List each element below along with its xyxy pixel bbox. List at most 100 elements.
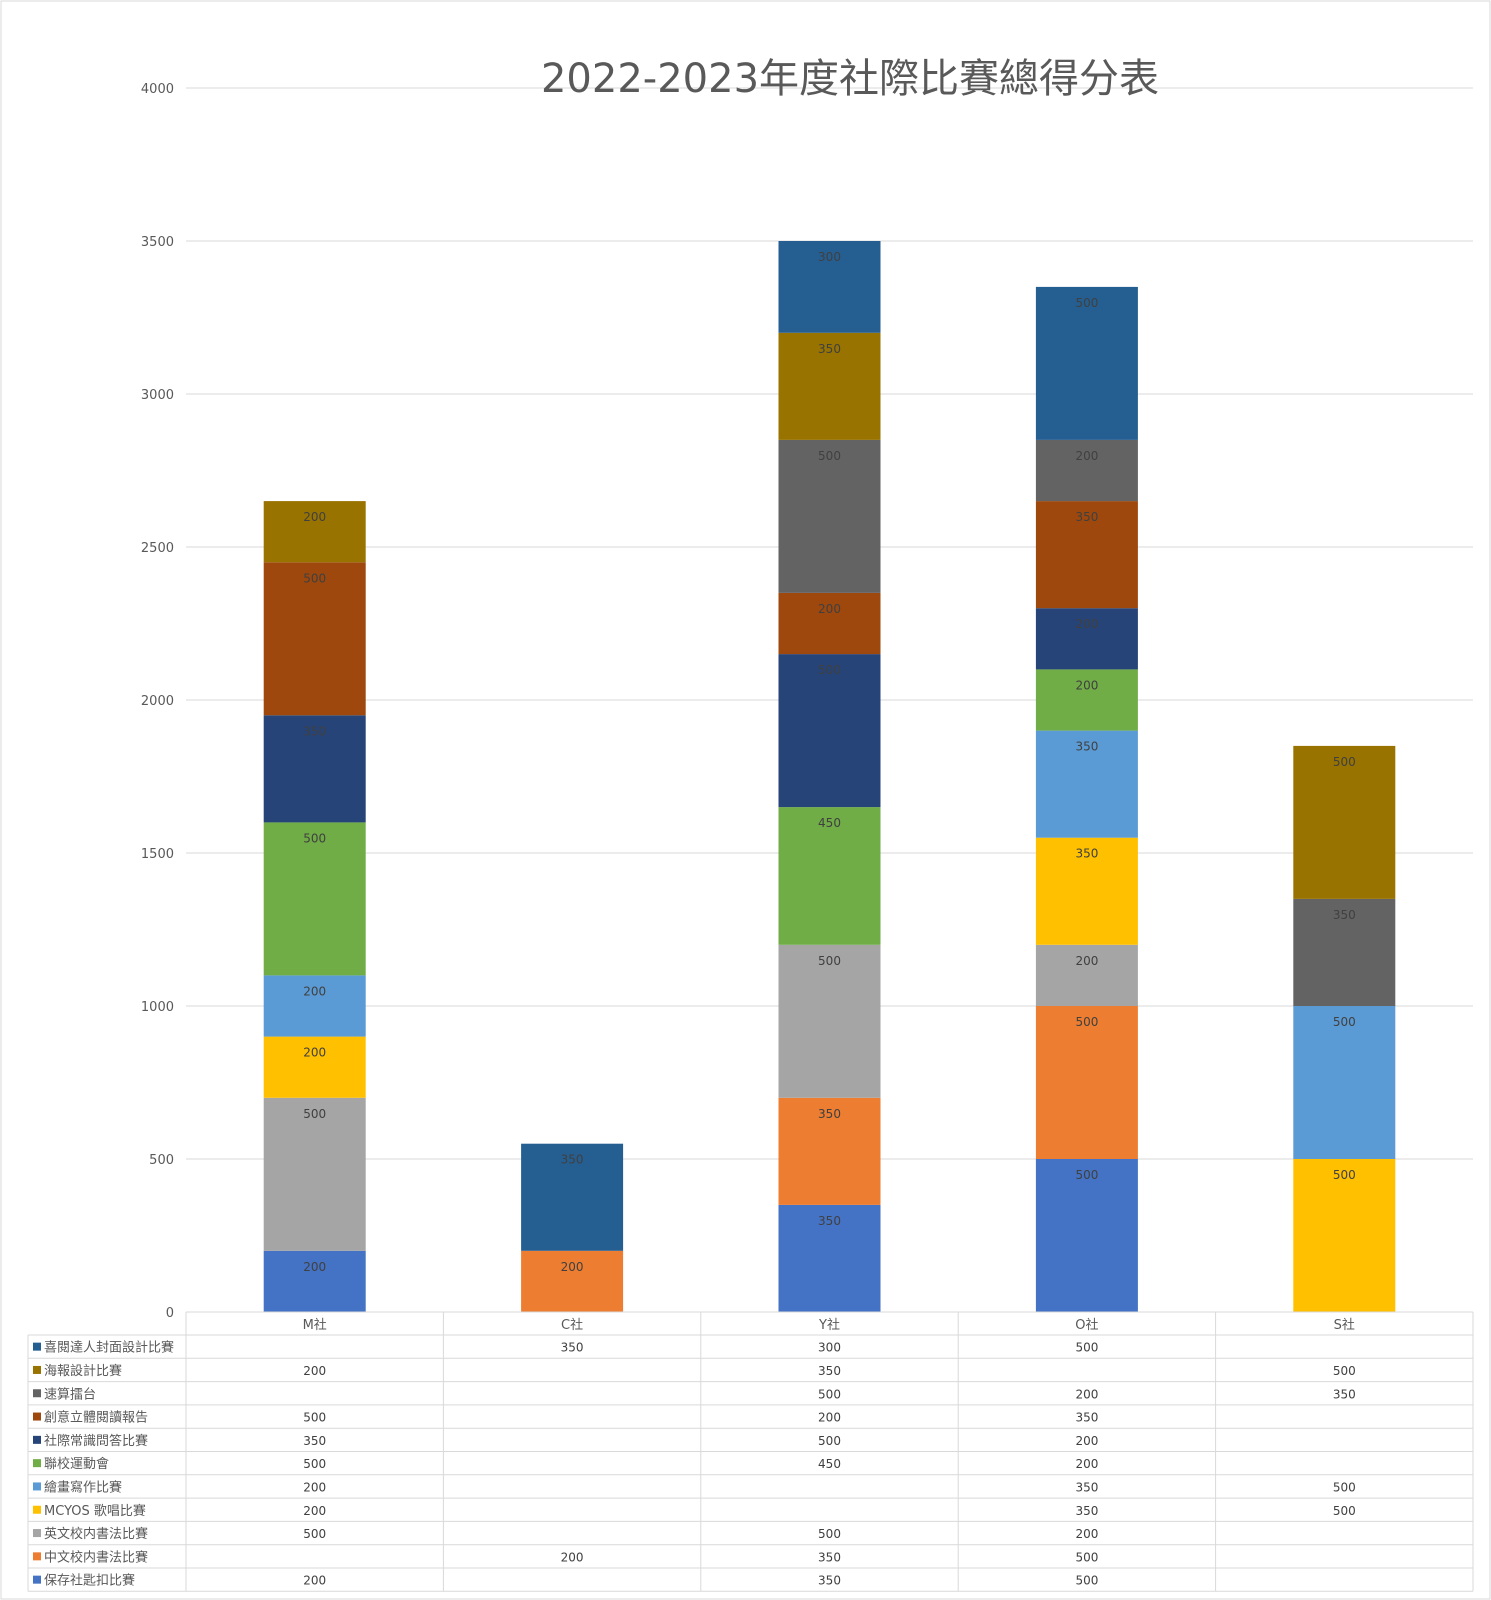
table-cell: 500: [303, 1457, 326, 1471]
table-cell: 500: [818, 1387, 841, 1401]
table-category-label: C社: [561, 1317, 583, 1333]
data-label: 200: [1075, 617, 1098, 631]
data-label: 200: [561, 1260, 584, 1274]
legend-swatch: [33, 1435, 41, 1444]
data-label: 350: [818, 1107, 841, 1121]
bar-segment: [778, 807, 881, 945]
bar-segment: [263, 501, 366, 563]
bar-segment: [1293, 1006, 1396, 1159]
table-cell: 200: [1075, 1434, 1098, 1448]
data-label: 500: [303, 571, 326, 585]
table-cell: 350: [1075, 1480, 1098, 1494]
table-cell: 500: [1075, 1574, 1098, 1588]
bar-segment: [1035, 669, 1138, 731]
table-category-label: S社: [1334, 1317, 1355, 1333]
legend-swatch: [33, 1482, 41, 1491]
data-label: 500: [303, 831, 326, 845]
data-label: 350: [818, 1214, 841, 1228]
chart-title: 2022-2023年度社際比賽總得分表: [541, 56, 1159, 102]
table-cell: 500: [1333, 1364, 1356, 1378]
data-label: 450: [818, 816, 841, 830]
data-label: 200: [303, 984, 326, 998]
legend-label: 速算擂台: [44, 1387, 96, 1402]
data-label: 200: [1075, 678, 1098, 692]
data-label: 500: [1075, 1168, 1098, 1182]
table-cell: 200: [1075, 1527, 1098, 1541]
bar-segment: [263, 715, 366, 823]
legend-swatch: [33, 1459, 41, 1468]
y-tick-label: 1000: [141, 1000, 174, 1015]
data-label: 200: [1075, 954, 1098, 968]
data-label: 500: [1075, 296, 1098, 310]
table-cell: 350: [818, 1550, 841, 1564]
data-label: 350: [1333, 908, 1356, 922]
data-label: 300: [818, 250, 841, 264]
data-label: 350: [303, 724, 326, 738]
data-label: 350: [1075, 847, 1098, 861]
legend-swatch: [33, 1412, 41, 1421]
bar-segment: [778, 241, 881, 333]
table-category-label: M社: [303, 1317, 327, 1333]
bar-segment: [778, 654, 881, 808]
y-tick-label: 2500: [141, 541, 174, 556]
legend-label: 保存社匙扣比賽: [44, 1573, 135, 1589]
bar-segment: [263, 1097, 366, 1251]
bar-segment: [263, 1250, 366, 1312]
legend-label: 聯校運動會: [44, 1456, 109, 1472]
bar-segment: [1035, 439, 1138, 502]
data-label: 200: [303, 1046, 326, 1060]
legend-swatch: [33, 1505, 41, 1514]
legend-label: 社際常識問答比賽: [44, 1433, 148, 1449]
bar-segment: [1035, 730, 1138, 838]
legend-swatch: [33, 1342, 41, 1351]
table-cell: 500: [1333, 1504, 1356, 1518]
table-cell: 350: [1075, 1504, 1098, 1518]
bar-segment: [778, 1097, 881, 1205]
bar-segment: [1293, 1159, 1396, 1312]
y-tick-label: 2000: [141, 694, 174, 709]
data-label: 200: [303, 510, 326, 524]
bar-segment: [263, 562, 366, 716]
data-label: 200: [303, 1260, 326, 1274]
legend-swatch: [33, 1529, 41, 1538]
y-tick-label: 500: [149, 1153, 174, 1168]
bar-segment: [778, 439, 881, 593]
table-cell: 500: [818, 1527, 841, 1541]
legend-label: 創意立體閱讀報告: [44, 1410, 148, 1426]
bar-segment: [1035, 286, 1138, 440]
legend-label: 英文校内書法比賽: [44, 1526, 148, 1542]
data-label: 200: [818, 602, 841, 616]
table-cell: 200: [1075, 1387, 1098, 1401]
table-cell: 500: [1075, 1550, 1098, 1564]
table-cell: 500: [818, 1434, 841, 1448]
legend-label: 海報設計比賽: [44, 1363, 122, 1379]
legend-label: 喜閱達人封面設計比賽: [44, 1340, 174, 1356]
table-cell: 300: [818, 1341, 841, 1355]
y-tick-label: 3500: [141, 235, 174, 250]
data-label: 350: [1075, 740, 1098, 754]
table-cell: 500: [1075, 1341, 1098, 1355]
data-label: 500: [818, 663, 841, 677]
data-label: 350: [818, 342, 841, 356]
bar-segment: [1035, 944, 1138, 1006]
legend-swatch: [33, 1389, 41, 1398]
bar-segment: [1035, 837, 1138, 945]
table-cell: 200: [303, 1504, 326, 1518]
table-cell: 450: [818, 1457, 841, 1471]
bar-segment: [263, 1036, 366, 1098]
y-tick-label: 4000: [141, 82, 174, 97]
legend-swatch: [33, 1552, 41, 1561]
bar-segment: [521, 1250, 624, 1312]
table-cell: 200: [561, 1550, 584, 1564]
table-cell: 500: [303, 1527, 326, 1541]
data-label: 500: [1075, 1015, 1098, 1029]
legend-swatch: [33, 1575, 41, 1584]
table-cell: 200: [818, 1411, 841, 1425]
table-category-label: O社: [1075, 1317, 1098, 1333]
y-axis: 0 500 1000 1500 2000 2500 3000 3500 4000: [141, 82, 174, 1321]
data-label: 500: [1333, 755, 1356, 769]
